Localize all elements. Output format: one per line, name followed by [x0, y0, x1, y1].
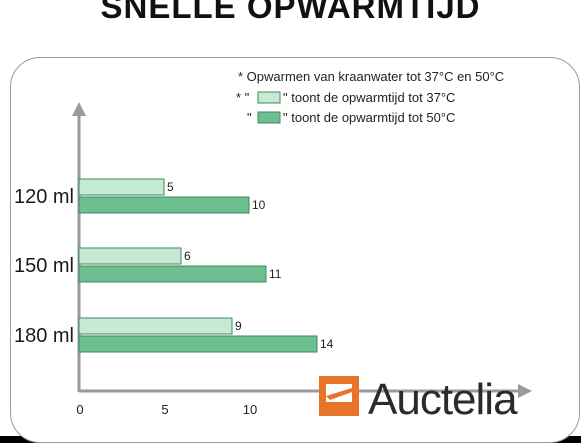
data-label-50-0: 10 [252, 198, 266, 212]
x-axis-arrow [518, 384, 532, 398]
chart-notes: * Opwarmen van kraanwater tot 37°C en 50… [236, 69, 504, 125]
auctelia-logo-icon [319, 376, 359, 416]
page-title: SNELLE OPWARMTIJD [100, 0, 481, 25]
legend-swatch-50 [257, 111, 281, 124]
category-labels: 120 ml 150 ml 180 ml [14, 186, 74, 347]
x-tick-label-2: 10 [243, 402, 257, 417]
bar-50-1 [78, 265, 267, 283]
x-tick-label-0: 0 [76, 402, 83, 417]
bar-37-2 [78, 317, 233, 335]
x-tick-label-1: 5 [161, 402, 168, 417]
bars-group: 5 10 6 11 9 14 [78, 178, 334, 353]
category-label-2: 180 ml [14, 325, 74, 347]
note-line-1: * Opwarmen van kraanwater tot 37°C en 50… [238, 69, 504, 84]
y-axis-arrow [72, 102, 86, 116]
data-label-37-0: 5 [167, 180, 174, 194]
bar-50-0 [78, 196, 250, 214]
category-label-0: 120 ml [14, 186, 74, 208]
bar-37-1 [78, 247, 182, 265]
auctelia-wordmark: Auctelia [368, 375, 518, 424]
data-label-37-1: 6 [184, 249, 191, 263]
legend-50-prefix: " [247, 110, 252, 125]
legend-37-text: " toont de opwarmtijd tot 37°C [283, 90, 455, 105]
data-label-37-2: 9 [235, 319, 242, 333]
bar-50-2 [78, 335, 318, 353]
category-label-1: 150 ml [14, 255, 74, 277]
data-label-50-1: 11 [269, 267, 282, 281]
x-tick-labels: 0 5 10 [76, 402, 257, 417]
legend-swatch-37 [257, 91, 281, 104]
auctelia-watermark: Auctelia [319, 375, 519, 424]
legend-37-prefix: * " [236, 90, 250, 105]
bar-37-0 [78, 178, 165, 196]
legend-50-text: " toont de opwarmtijd tot 50°C [283, 110, 455, 125]
data-label-50-2: 14 [320, 337, 334, 351]
